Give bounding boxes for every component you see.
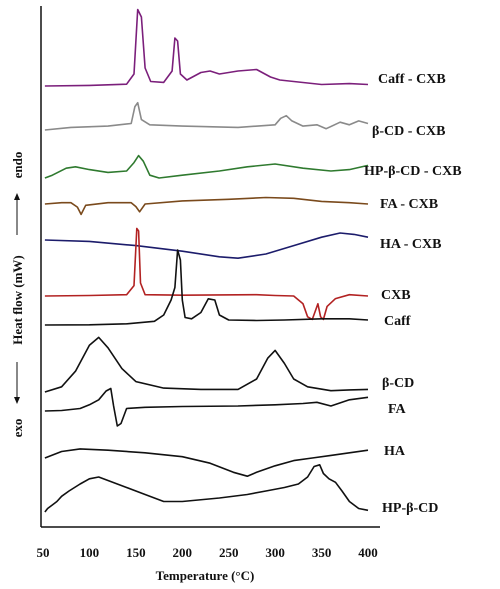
curve-line: [44, 387, 369, 427]
thermogram-curves: [44, 8, 369, 513]
curve-line: [44, 448, 369, 477]
y-axis-title: Heat flow (mW): [10, 255, 25, 345]
y-axis-endo-label: endo: [10, 152, 25, 179]
curve-label: Caff: [384, 314, 411, 329]
curve-line: [44, 196, 369, 216]
curve-label: HP-β-CD - CXB: [364, 164, 462, 179]
x-tick-label: 100: [80, 545, 100, 560]
x-tick-label: 200: [173, 545, 193, 560]
x-tick-label: 400: [358, 545, 378, 560]
curve-line: [44, 232, 369, 259]
curve-label: FA: [388, 402, 407, 417]
curve-line: [44, 154, 369, 179]
curve-line: [44, 227, 369, 321]
x-tick-label: 50: [37, 545, 50, 560]
x-axis-title: Temperature (°C): [156, 568, 255, 583]
curve-label: HP-β-CD: [382, 501, 438, 516]
curve-line: [44, 101, 369, 131]
curve-label: β-CD: [382, 376, 414, 391]
curve-label: CXB: [381, 288, 411, 303]
curve-label: FA - CXB: [380, 197, 438, 212]
curve-label: Caff - CXB: [378, 72, 446, 87]
curve-labels: Caff - CXB β-CD - CXB HP-β-CD - CXB FA - CX…: [364, 72, 462, 516]
x-tick-labels: 50 100 150 200 250 300 350 400: [37, 545, 378, 560]
x-tick-label: 250: [219, 545, 239, 560]
curve-label: HA: [384, 444, 406, 459]
x-tick-label: 150: [126, 545, 146, 560]
y-axis-title-group: Heat flow (mW) endo exo: [10, 152, 25, 438]
y-axis-down-arrowhead: [14, 397, 20, 404]
curve-line: [44, 249, 369, 326]
curve-line: [44, 336, 369, 393]
curve-label: β-CD - CXB: [372, 124, 445, 139]
y-axis-up-arrowhead: [14, 193, 20, 200]
y-axis-exo-label: exo: [10, 419, 25, 438]
curve-label: HA - CXB: [380, 237, 441, 252]
x-tick-label: 300: [265, 545, 285, 560]
curve-line: [44, 8, 369, 87]
x-tick-label: 350: [312, 545, 332, 560]
curve-line: [44, 464, 369, 513]
